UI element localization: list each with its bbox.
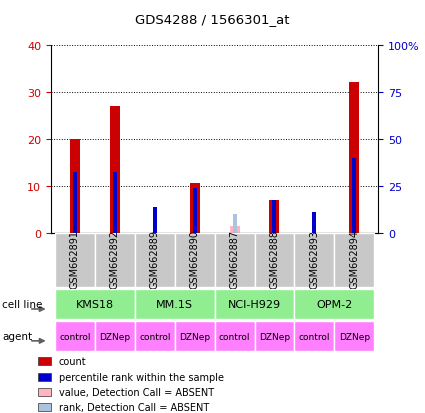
Text: agent: agent — [2, 331, 32, 341]
Bar — [113, 172, 117, 233]
Bar — [295, 321, 334, 351]
Text: GSM662893: GSM662893 — [309, 230, 320, 289]
Bar — [110, 107, 120, 233]
Bar — [73, 172, 77, 233]
Bar — [175, 321, 215, 351]
Bar — [55, 321, 95, 351]
Text: DZNep: DZNep — [259, 332, 290, 341]
Text: KMS18: KMS18 — [76, 299, 114, 310]
Bar — [295, 290, 374, 320]
Text: DZNep: DZNep — [339, 332, 370, 341]
Text: control: control — [219, 332, 250, 341]
Bar — [38, 403, 51, 411]
Bar — [135, 233, 175, 287]
Text: DZNep: DZNep — [99, 332, 130, 341]
Text: GDS4288 / 1566301_at: GDS4288 / 1566301_at — [135, 13, 290, 26]
Bar — [215, 290, 295, 320]
Text: percentile rank within the sample: percentile rank within the sample — [59, 372, 224, 382]
Bar — [215, 321, 255, 351]
Bar — [272, 200, 277, 233]
Text: control: control — [59, 332, 91, 341]
Bar — [193, 189, 197, 233]
Bar — [190, 184, 200, 233]
Bar — [38, 357, 51, 365]
Bar — [334, 233, 374, 287]
Bar — [55, 290, 135, 320]
Bar — [230, 226, 240, 233]
Bar — [269, 200, 280, 233]
Bar — [312, 212, 316, 233]
Bar — [135, 290, 215, 320]
Bar — [295, 233, 334, 287]
Bar — [352, 158, 356, 233]
Bar — [153, 207, 157, 233]
Text: count: count — [59, 356, 87, 366]
Bar — [95, 233, 135, 287]
Bar — [349, 83, 359, 233]
Text: MM.1S: MM.1S — [156, 299, 193, 310]
Text: value, Detection Call = ABSENT: value, Detection Call = ABSENT — [59, 387, 214, 397]
Bar — [334, 321, 374, 351]
Text: GSM662889: GSM662889 — [150, 230, 160, 289]
Text: control: control — [139, 332, 170, 341]
Text: GSM662887: GSM662887 — [230, 230, 240, 289]
Text: DZNep: DZNep — [179, 332, 210, 341]
Text: GSM662888: GSM662888 — [269, 230, 280, 289]
Text: GSM662891: GSM662891 — [70, 230, 80, 289]
Bar — [175, 233, 215, 287]
Text: rank, Detection Call = ABSENT: rank, Detection Call = ABSENT — [59, 402, 209, 412]
Bar — [38, 389, 51, 396]
Text: OPM-2: OPM-2 — [316, 299, 352, 310]
Text: GSM662894: GSM662894 — [349, 230, 359, 289]
Bar — [95, 321, 135, 351]
Bar — [55, 233, 95, 287]
Bar — [215, 233, 255, 287]
Bar — [255, 321, 295, 351]
Text: cell line: cell line — [2, 299, 42, 309]
Bar — [38, 373, 51, 381]
Bar — [255, 233, 295, 287]
Text: control: control — [299, 332, 330, 341]
Bar — [135, 321, 175, 351]
Text: NCI-H929: NCI-H929 — [228, 299, 281, 310]
Text: GSM662892: GSM662892 — [110, 230, 120, 289]
Text: GSM662890: GSM662890 — [190, 230, 200, 289]
Bar — [232, 215, 237, 233]
Bar — [70, 140, 80, 233]
